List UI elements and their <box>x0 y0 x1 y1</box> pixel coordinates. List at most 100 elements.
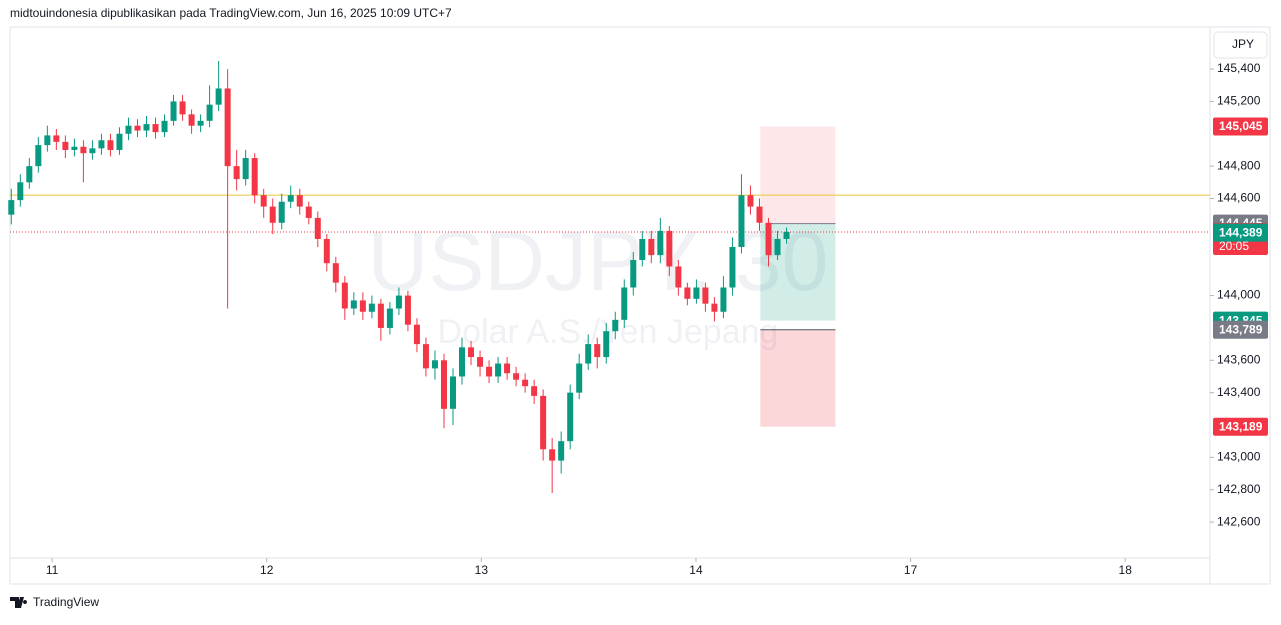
candle-body <box>585 344 592 364</box>
candle-body <box>774 238 781 256</box>
candle <box>684 282 691 306</box>
candle-body <box>143 124 150 131</box>
candle-body <box>522 379 529 387</box>
candle <box>576 353 583 400</box>
candle <box>513 366 520 387</box>
candle <box>630 251 637 296</box>
candle-body <box>666 230 673 267</box>
candle-body <box>468 347 475 358</box>
candle-body <box>395 295 402 309</box>
candle <box>287 185 294 209</box>
candle <box>314 211 321 248</box>
candle-body <box>431 360 438 369</box>
candle <box>80 140 87 183</box>
candle <box>161 114 168 138</box>
candle <box>44 125 51 152</box>
candle <box>359 292 366 320</box>
candle-body <box>486 366 493 377</box>
candle-body <box>179 101 186 115</box>
candle <box>305 201 312 225</box>
currency-button[interactable] <box>1213 31 1268 59</box>
candle <box>531 379 538 404</box>
candle-body <box>630 259 637 288</box>
candle-body <box>684 287 691 299</box>
candle <box>783 227 790 244</box>
candle-body <box>278 201 285 223</box>
candle <box>377 298 384 341</box>
candle <box>251 153 258 204</box>
candle-body <box>224 88 231 167</box>
candle-body <box>449 376 456 409</box>
candle <box>233 149 240 191</box>
candle <box>666 226 673 277</box>
candle <box>522 373 529 393</box>
candle <box>242 149 249 186</box>
candle-body <box>549 449 556 461</box>
candle <box>738 174 745 254</box>
candle <box>62 135 69 159</box>
candle-body <box>513 373 520 380</box>
candle-body <box>756 206 763 223</box>
candle-body <box>125 125 132 134</box>
price-label: 144,389 <box>1219 225 1263 239</box>
candle <box>125 117 132 141</box>
candle-body <box>53 135 60 142</box>
y-tick-label: 145,200 <box>1217 94 1261 108</box>
candle-body <box>215 88 222 105</box>
brand: TradingView <box>33 595 99 609</box>
header: midtouindonesia dipublikasikan pada Trad… <box>10 6 452 20</box>
candle <box>549 437 556 493</box>
candle <box>765 217 772 267</box>
candle-body <box>612 319 619 332</box>
price-label-box <box>1213 320 1268 339</box>
candle <box>648 230 655 264</box>
candle-body <box>89 148 96 154</box>
price-label-box <box>1213 117 1268 136</box>
candle-body <box>8 200 15 215</box>
candle <box>395 287 402 315</box>
candle <box>206 85 213 128</box>
candle <box>468 340 475 366</box>
candle-body <box>152 124 159 133</box>
candle-body <box>765 222 772 256</box>
candle <box>621 279 628 328</box>
candle <box>747 185 754 215</box>
frame <box>9 26 1271 585</box>
candle <box>386 302 393 335</box>
y-tick-label: 145,400 <box>1217 61 1261 75</box>
y-tick-label: 143,400 <box>1217 385 1261 399</box>
candle <box>459 337 466 385</box>
candle-body <box>576 363 583 393</box>
candle <box>756 198 763 231</box>
candle-body <box>188 114 195 126</box>
candle-body <box>639 238 646 260</box>
candle-body <box>161 120 168 133</box>
candle-body <box>269 206 276 223</box>
candle-body <box>422 344 429 369</box>
candle-body <box>305 206 312 218</box>
candle-body <box>477 357 484 367</box>
watermark-symbol: USDJPY, 30 <box>368 214 829 308</box>
candle <box>26 158 33 189</box>
candle <box>702 282 709 312</box>
candle-body <box>206 104 213 121</box>
candle-body <box>693 287 700 299</box>
candle-body <box>720 287 727 312</box>
x-tick-label: 14 <box>689 563 703 577</box>
x-tick-label: 17 <box>904 563 918 577</box>
candle-body <box>296 195 303 207</box>
candle <box>603 323 610 364</box>
candle-body <box>26 166 33 183</box>
y-tick-label: 144,800 <box>1217 158 1261 172</box>
candle <box>89 140 96 160</box>
candle-body <box>404 295 411 325</box>
candle <box>188 109 195 134</box>
candle <box>224 69 231 309</box>
y-tick-label: 143,000 <box>1217 450 1261 464</box>
stop-zone <box>760 329 836 427</box>
candle <box>179 94 186 121</box>
candle <box>116 127 123 155</box>
candle-body <box>71 146 78 150</box>
candle-body <box>540 395 547 450</box>
price-label-box <box>1213 417 1268 436</box>
